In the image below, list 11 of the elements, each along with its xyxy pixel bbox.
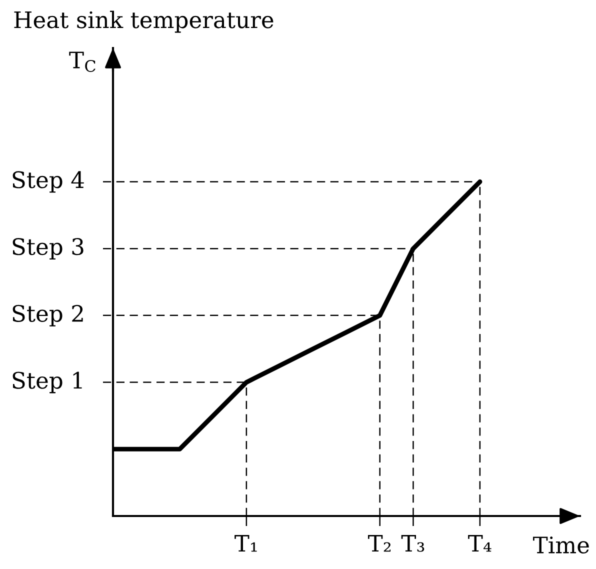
ref-line-label: Step 1 [12, 372, 82, 394]
chart-title: Heat sink temperature [14, 10, 274, 33]
ref-line-label: Step 3 [12, 238, 84, 260]
ref-line-label: Step 2 [12, 304, 83, 326]
x-tick-label: T₄ [468, 535, 492, 552]
x-tick-label: T₂ [368, 535, 391, 552]
x-tick-label: T₃ [401, 535, 424, 552]
x-tick-label: T₁ [234, 535, 257, 552]
y-axis-title: T$_{C}$ [69, 52, 96, 72]
x-axis-title: Time [533, 536, 589, 554]
ref-line-label: Step 4 [12, 171, 84, 193]
